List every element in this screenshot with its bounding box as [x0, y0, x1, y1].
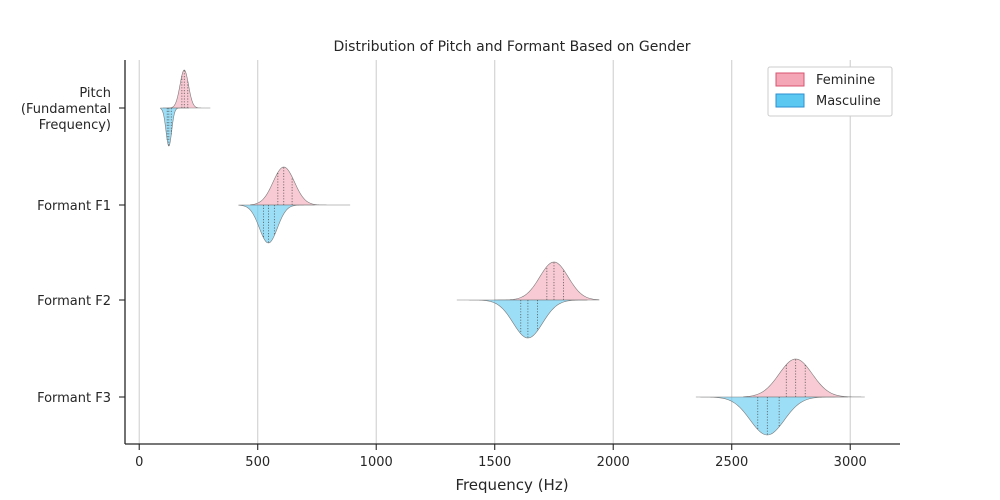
y-category-label-0-0: Pitch: [79, 86, 111, 101]
y-category-label-0-2: Frequency): [39, 118, 111, 133]
legend-label-masculine: Masculine: [816, 94, 881, 109]
violin-layer: [160, 69, 865, 436]
violin-feminine-0: [162, 69, 211, 109]
y-category-label-2-0: Formant F2: [37, 294, 111, 309]
y-category-label-0-1: (Fundamental: [21, 102, 111, 117]
violin-masculine-0: [160, 107, 189, 147]
x-tick-label-1500: 1500: [478, 455, 511, 470]
grid-layer: [138, 60, 851, 444]
y-category-label-1-0: Formant F1: [37, 199, 111, 214]
legend-swatch-masculine: [775, 93, 805, 108]
axis-layer: [124, 60, 900, 445]
y-category-label-3-0: Formant F3: [37, 391, 111, 406]
legend: Feminine Masculine: [767, 66, 893, 117]
violin-masculine-1: [238, 204, 315, 244]
x-tick-label-2500: 2500: [715, 455, 748, 470]
x-tick-label-0: 0: [135, 455, 143, 470]
tick-layer: 0 500 1000 1500 2000 2500 3000 Pitch(Fundamenta…: [21, 86, 867, 470]
x-axis-title: Frequency (Hz): [455, 476, 568, 494]
x-tick-label-2000: 2000: [597, 455, 630, 470]
x-tick-label-1000: 1000: [360, 455, 393, 470]
violin-feminine-2: [494, 261, 600, 301]
violin-feminine-3: [743, 358, 865, 398]
violin-masculine-2: [456, 299, 588, 339]
x-tick-label-3000: 3000: [834, 455, 867, 470]
x-tick-label-500: 500: [245, 455, 270, 470]
legend-label-feminine: Feminine: [816, 73, 875, 88]
violin-masculine-3: [695, 396, 848, 436]
legend-swatch-feminine: [775, 72, 805, 87]
violin-feminine-1: [250, 166, 351, 206]
chart-title: Distribution of Pitch and Formant Based …: [334, 39, 691, 55]
